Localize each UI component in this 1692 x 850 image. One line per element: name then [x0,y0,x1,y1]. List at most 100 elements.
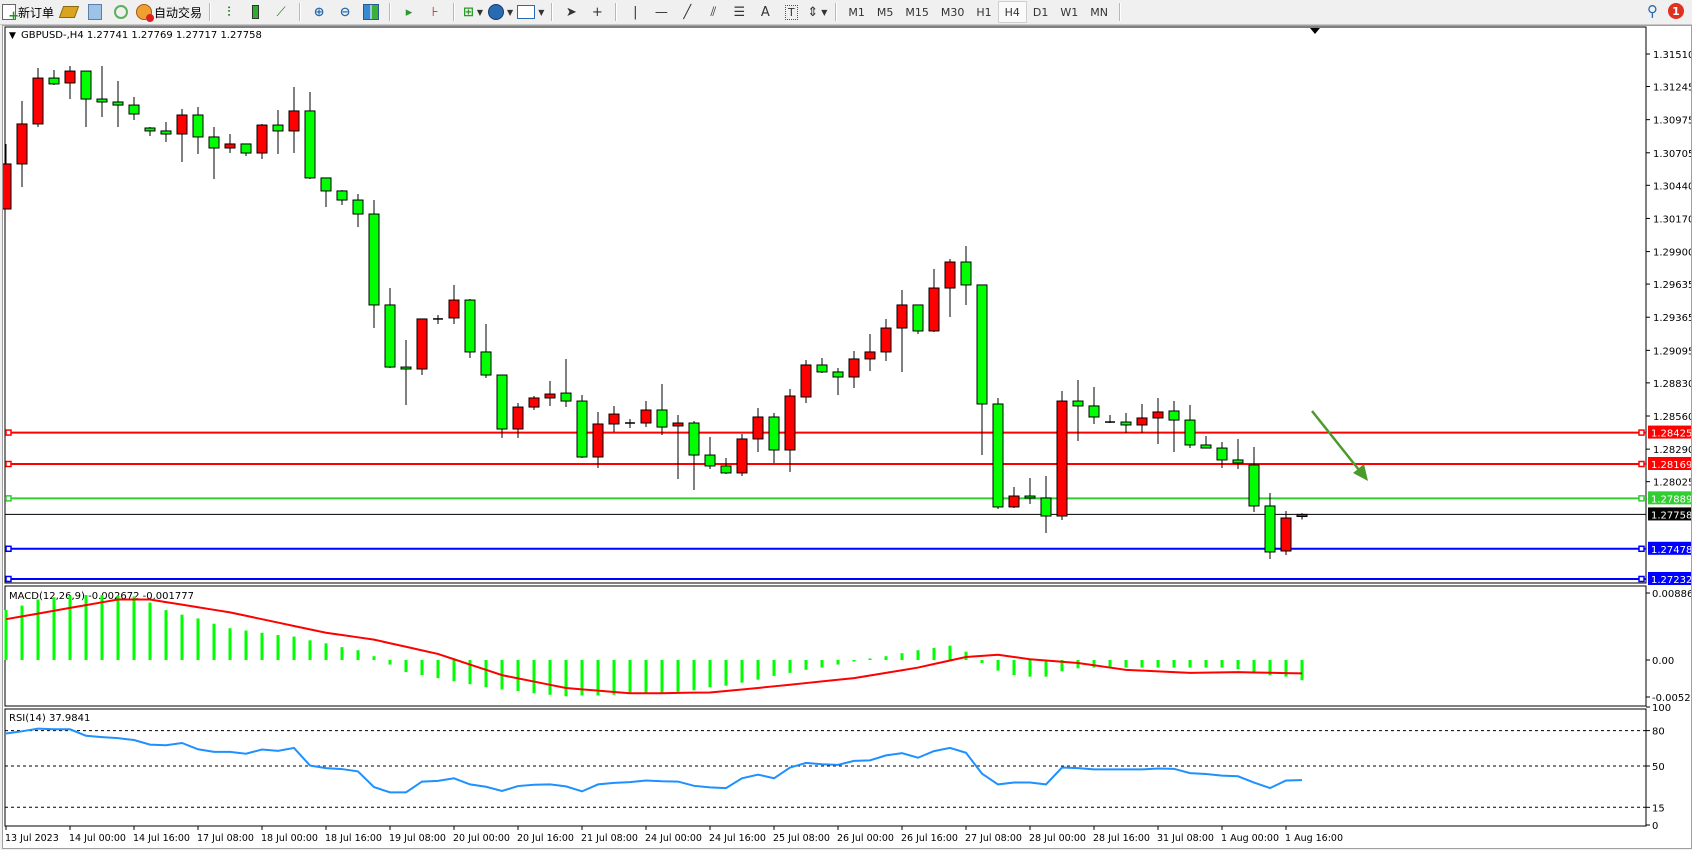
candle-body [896,304,908,329]
trendline-icon: ╱ [683,4,692,20]
signal-button[interactable] [110,2,132,22]
zoom-out-button[interactable]: ⊖ [334,2,356,22]
gold-bars-button[interactable] [58,2,80,22]
macd-histogram-bar [276,635,280,660]
macd-histogram-bar [388,660,392,665]
price-tick-label: 1.30440 [1653,181,1691,192]
price-level-badge [1648,425,1691,439]
date-axis-label: 31 Jul 08:00 [1157,833,1214,844]
candle [544,381,556,406]
candle [560,358,572,408]
autoscroll-button[interactable]: ⊦ [424,2,446,22]
candle-body [528,397,540,408]
candle [256,123,268,160]
macd-histogram-bar [212,623,216,660]
horizontal-line-icon: — [654,4,668,20]
candle [976,284,988,456]
macd-histogram-bar [884,656,888,660]
candle [512,402,524,438]
auto-trading-button[interactable]: 自动交易 [136,2,202,22]
market-watch-button[interactable] [84,2,106,22]
macd-histogram-bar [980,660,984,664]
candle-body [480,351,492,376]
macd-histogram-bar [100,594,104,660]
timeframe-m5[interactable]: M5 [876,5,894,19]
macd-histogram-bar [132,596,136,660]
candle [736,434,748,477]
candle-body [1024,495,1036,499]
date-axis-label: 21 Jul 08:00 [581,833,638,844]
candle-body [240,143,252,154]
chart-window[interactable]: ▼ GBPUSD-,H4 1.27741 1.27769 1.27717 1.27… [2,25,1692,849]
gold-bars-icon [58,6,80,18]
timeframe-m30[interactable]: M30 [940,5,965,19]
trendline-button[interactable]: ╱ [676,2,698,22]
date-axis-label: 14 Jul 00:00 [69,833,126,844]
autoscroll-icon: ⊦ [431,4,439,20]
search-icon[interactable]: ⚲ [1647,2,1658,20]
candlestick-button[interactable] [244,2,266,22]
macd-histogram-bar [628,660,632,695]
candle-body [272,124,284,132]
candle-body [352,199,364,215]
candle [384,288,396,369]
timeframe-w1[interactable]: W1 [1060,5,1079,19]
templates-button[interactable]: ▼ [517,2,544,22]
line-chart-button[interactable]: ⟋ [270,2,292,22]
chart-shift-button[interactable]: ▸ [398,2,420,22]
vertical-line-button[interactable]: | [624,2,646,22]
candle-body [1168,410,1180,421]
candle-body [704,454,716,467]
macd-histogram-bar [948,645,952,660]
candle-body [3,163,12,210]
crosshair-button[interactable]: + [586,2,608,22]
macd-histogram-bar [692,660,696,691]
candle-body [864,351,876,360]
new-order-button[interactable]: + 新订单 [2,2,54,23]
macd-histogram-bar [1300,660,1304,681]
chart-shift-icon: ▸ [405,4,413,20]
timeframe-d1[interactable]: D1 [1032,5,1049,19]
macd-histogram-bar [1284,660,1288,677]
macd-histogram-bar [68,595,72,660]
timeframe-h4[interactable]: H4 [997,1,1027,23]
cursor-button[interactable]: ➤ [560,2,582,22]
periods-clock-icon [488,4,505,20]
timeframe-h1[interactable]: H1 [976,5,992,19]
price-level-badge [1648,491,1691,505]
candle [1152,397,1164,444]
price-tick-label: 1.28830 [1653,379,1691,390]
indicators-button[interactable]: ⊞ ▼ [463,4,484,20]
price-tick-label: 1.29365 [1653,313,1691,324]
fibonacci-button[interactable]: ☰ [728,2,750,22]
date-axis-label: 20 Jul 16:00 [517,833,574,844]
arrows-button[interactable]: ⇕ ▼ [807,4,828,20]
price-level-label: 1.27758 [1651,510,1691,521]
candle-body [544,393,556,399]
bar-chart-button[interactable]: ⫶ [218,2,240,22]
timeframe-mn[interactable]: MN [1090,5,1108,19]
text-label-button[interactable]: T [780,2,802,22]
timeframe-m1[interactable]: M1 [848,5,865,19]
candle-body [672,422,684,427]
macd-histogram-bar [164,610,168,660]
chart-canvas[interactable]: ▼ GBPUSD-,H4 1.27741 1.27769 1.27717 1.27… [3,26,1691,848]
candle-body [576,400,588,458]
candle [768,413,780,464]
periods-button[interactable]: ▼ [488,2,513,22]
candle [912,304,924,335]
equidistant-channel-button[interactable]: ⫽ [702,2,724,22]
price-tick-label: 1.30170 [1653,214,1691,225]
notification-badge[interactable]: 1 [1668,3,1684,19]
tile-windows-button[interactable] [360,2,382,22]
timeframe-m15[interactable]: M15 [905,5,929,19]
candle-body [1296,513,1308,518]
toolbar-separator [453,3,456,21]
candle [944,259,956,317]
horizontal-line-button[interactable]: — [650,2,672,22]
date-axis-label: 26 Jul 00:00 [837,833,894,844]
text-button[interactable]: A [754,2,776,22]
candle-body [912,304,924,332]
market-watch-icon [88,4,103,20]
zoom-in-button[interactable]: ⊕ [308,2,330,22]
